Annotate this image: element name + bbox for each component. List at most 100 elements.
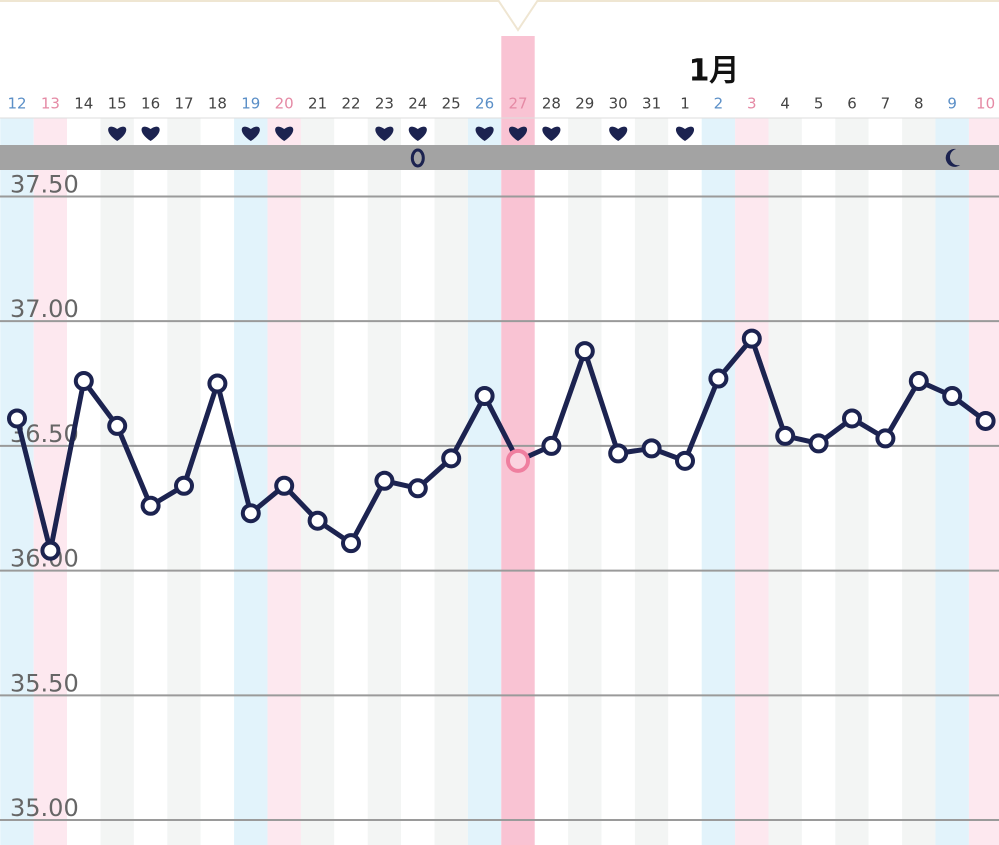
heart-icon — [241, 126, 260, 141]
temperature-point — [975, 410, 996, 431]
x-tick-label: 4 — [780, 95, 790, 113]
moon-icon — [945, 148, 961, 167]
day-column — [968, 118, 999, 845]
x-tick-label: 23 — [375, 95, 394, 113]
x-tick-label: 9 — [947, 95, 957, 113]
temperature-point — [808, 433, 829, 454]
x-tick-label: 26 — [475, 95, 494, 113]
temperature-point — [875, 428, 896, 449]
day-column — [634, 118, 669, 845]
x-tick-label: 1 — [680, 95, 690, 113]
x-tick-label: 8 — [914, 95, 924, 113]
day-column — [801, 118, 836, 845]
day-column — [868, 118, 903, 845]
day-column — [902, 118, 936, 845]
month-label: 1月 — [689, 54, 740, 89]
heart-icon — [475, 126, 494, 141]
temperature-point — [842, 408, 862, 429]
temperature-point — [741, 328, 762, 349]
x-tick-label: 7 — [881, 95, 891, 113]
day-column — [935, 118, 969, 845]
day-column — [334, 118, 368, 845]
temperature-point — [40, 540, 61, 561]
day-column — [534, 118, 569, 845]
temperature-point — [608, 443, 629, 464]
period-icon — [410, 148, 425, 168]
temperature-point — [407, 478, 428, 499]
temperature-point — [541, 435, 562, 456]
x-tick-label: 20 — [275, 95, 294, 113]
x-tick-label: 22 — [341, 95, 360, 113]
heart-icon — [375, 126, 394, 141]
temperature-point — [641, 438, 662, 459]
heart-icon — [275, 126, 294, 141]
x-tick-label: 17 — [174, 95, 193, 113]
temperature-point — [942, 386, 963, 406]
heart-icon — [141, 126, 160, 141]
temperature-point — [908, 371, 929, 392]
temperature-point — [474, 386, 495, 406]
temperature-point — [240, 503, 261, 524]
temperature-point — [341, 533, 361, 554]
heart-icon — [108, 126, 127, 141]
y-tick-label: 37.00 — [10, 295, 79, 323]
x-tick-label: 29 — [575, 95, 594, 113]
heart-icon — [609, 126, 628, 141]
x-tick-label: 12 — [7, 95, 26, 113]
temperature-point — [775, 425, 796, 446]
day-column — [668, 118, 702, 845]
temperature-point — [675, 450, 695, 471]
day-column — [67, 118, 101, 845]
x-tick-label: 15 — [108, 95, 127, 113]
heart-icon — [508, 126, 528, 141]
x-tick-label: 28 — [542, 95, 561, 113]
temperature-point — [374, 470, 395, 491]
heart-icon — [675, 126, 695, 141]
x-tick-label: 19 — [241, 95, 260, 113]
x-tick-label: 6 — [847, 95, 857, 113]
temperature-point — [307, 510, 328, 531]
y-tick-label: 35.50 — [10, 669, 79, 697]
x-tick-label: 5 — [814, 95, 824, 113]
x-tick-label: 2 — [714, 95, 724, 113]
temperature-point — [506, 448, 530, 473]
x-tick-label: 18 — [208, 95, 227, 113]
temperature-point — [174, 475, 194, 496]
day-column — [601, 118, 635, 845]
temperature-point — [441, 448, 462, 469]
day-column — [434, 118, 468, 845]
y-tick-label: 37.50 — [10, 170, 79, 198]
day-column — [701, 118, 736, 845]
x-tick-label: 27 — [508, 95, 527, 113]
x-tick-label: 25 — [442, 95, 461, 113]
x-tick-label: 30 — [609, 95, 628, 113]
day-column — [768, 118, 802, 845]
x-tick-label: 13 — [41, 95, 60, 113]
day-column — [835, 118, 869, 845]
temperature-point — [7, 408, 27, 429]
x-tick-label: 21 — [308, 95, 327, 113]
temperature-point — [708, 368, 729, 389]
y-tick-label: 35.00 — [10, 794, 79, 822]
pointer — [497, 0, 539, 32]
heart-icon — [408, 126, 427, 141]
heart-icon — [542, 126, 561, 141]
day-column — [234, 118, 268, 845]
x-tick-label: 16 — [141, 95, 160, 113]
x-tick-label: 3 — [747, 95, 757, 113]
x-tick-label: 24 — [408, 95, 427, 113]
temperature-point — [140, 495, 161, 516]
day-column — [467, 118, 502, 845]
temperature-point — [73, 371, 94, 392]
temperature-point — [274, 475, 295, 496]
status-band — [0, 145, 999, 170]
day-column — [300, 118, 335, 845]
x-tick-label: 31 — [642, 95, 661, 113]
temperature-point — [207, 373, 228, 394]
day-column — [200, 118, 235, 845]
temperature-point — [107, 415, 128, 436]
day-column — [568, 118, 602, 845]
temperature-point — [574, 341, 595, 362]
day-column — [100, 118, 134, 845]
